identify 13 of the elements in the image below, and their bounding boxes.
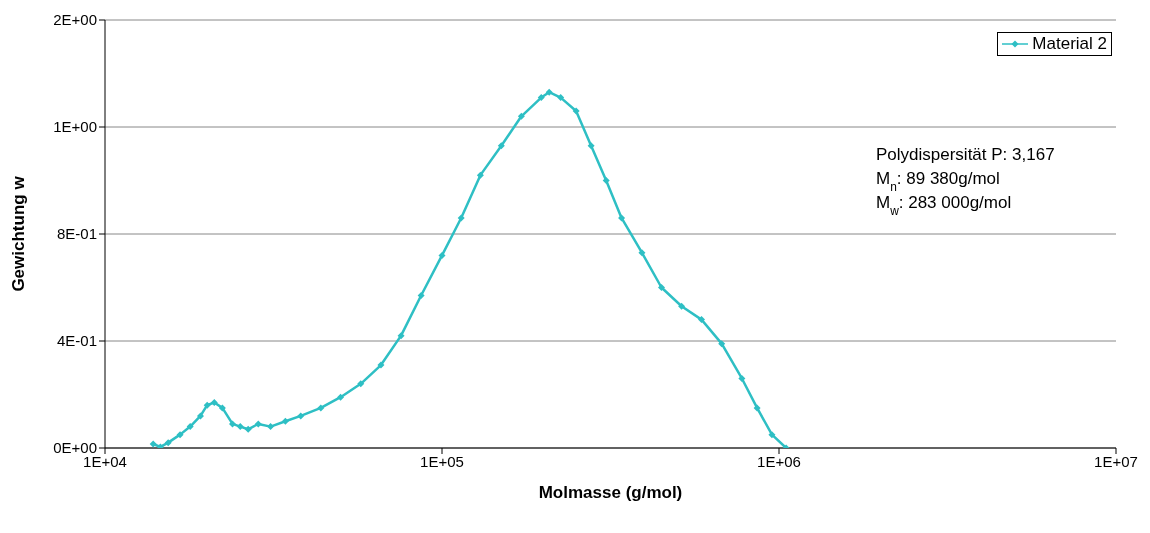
y-tick-label: 2E+00 bbox=[53, 11, 97, 29]
x-axis-title: Molmasse (g/mol) bbox=[538, 483, 683, 502]
annotation: Polydispersität P: 3,167 bbox=[876, 145, 1055, 164]
x-tick-label: 1E+07 bbox=[1094, 452, 1138, 470]
x-tick-label: 1E+05 bbox=[420, 452, 464, 470]
y-axis-title: Gewichtung w bbox=[9, 175, 29, 292]
y-tick-label: 8E-01 bbox=[56, 225, 97, 243]
legend-label: Material 2 bbox=[1032, 34, 1107, 54]
y-tick-label: 1E+00 bbox=[53, 118, 97, 136]
annotation: M$_{w}$: 283 000g/mol bbox=[876, 193, 1012, 218]
x-tick-label: 1E+06 bbox=[757, 452, 801, 470]
y-tick-label: 4E-01 bbox=[56, 332, 97, 350]
annotation: M$_{n}$: 89 380g/mol bbox=[876, 169, 1000, 194]
